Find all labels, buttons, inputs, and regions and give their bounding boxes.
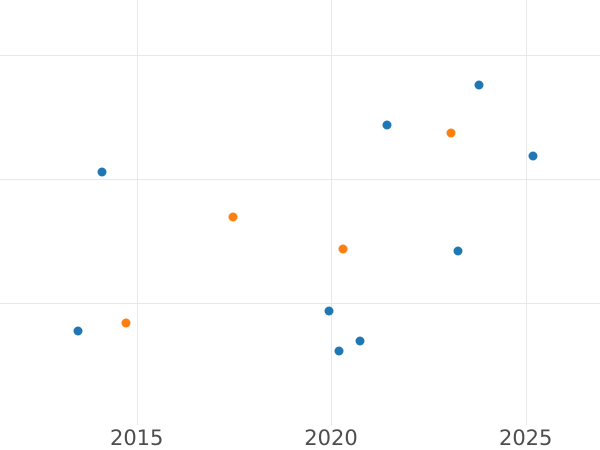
scatter-point-blue [324,306,334,316]
scatter-point-blue [97,167,107,177]
scatter-point-blue [453,246,463,256]
x-tick-label: 2025 [498,426,553,450]
horizontal-gridline [0,179,600,180]
scatter-point-orange [121,318,131,328]
scatter-point-blue [382,120,392,130]
vertical-gridline [136,0,138,425]
horizontal-gridline [0,303,600,304]
scatter-point-blue [355,336,365,346]
x-tick-label: 2015 [109,426,164,450]
scatter-point-orange [446,128,456,138]
scatter-point-blue [73,326,83,336]
horizontal-gridline [0,55,600,56]
scatter-point-blue [474,80,484,90]
vertical-gridline [331,0,332,425]
x-tick-label: 2020 [304,426,358,450]
scatter-point-orange [228,212,238,222]
vertical-gridline [525,0,527,425]
scatter-point-orange [338,244,348,254]
scatter-point-blue [528,151,538,161]
scatter-point-blue [334,346,344,356]
